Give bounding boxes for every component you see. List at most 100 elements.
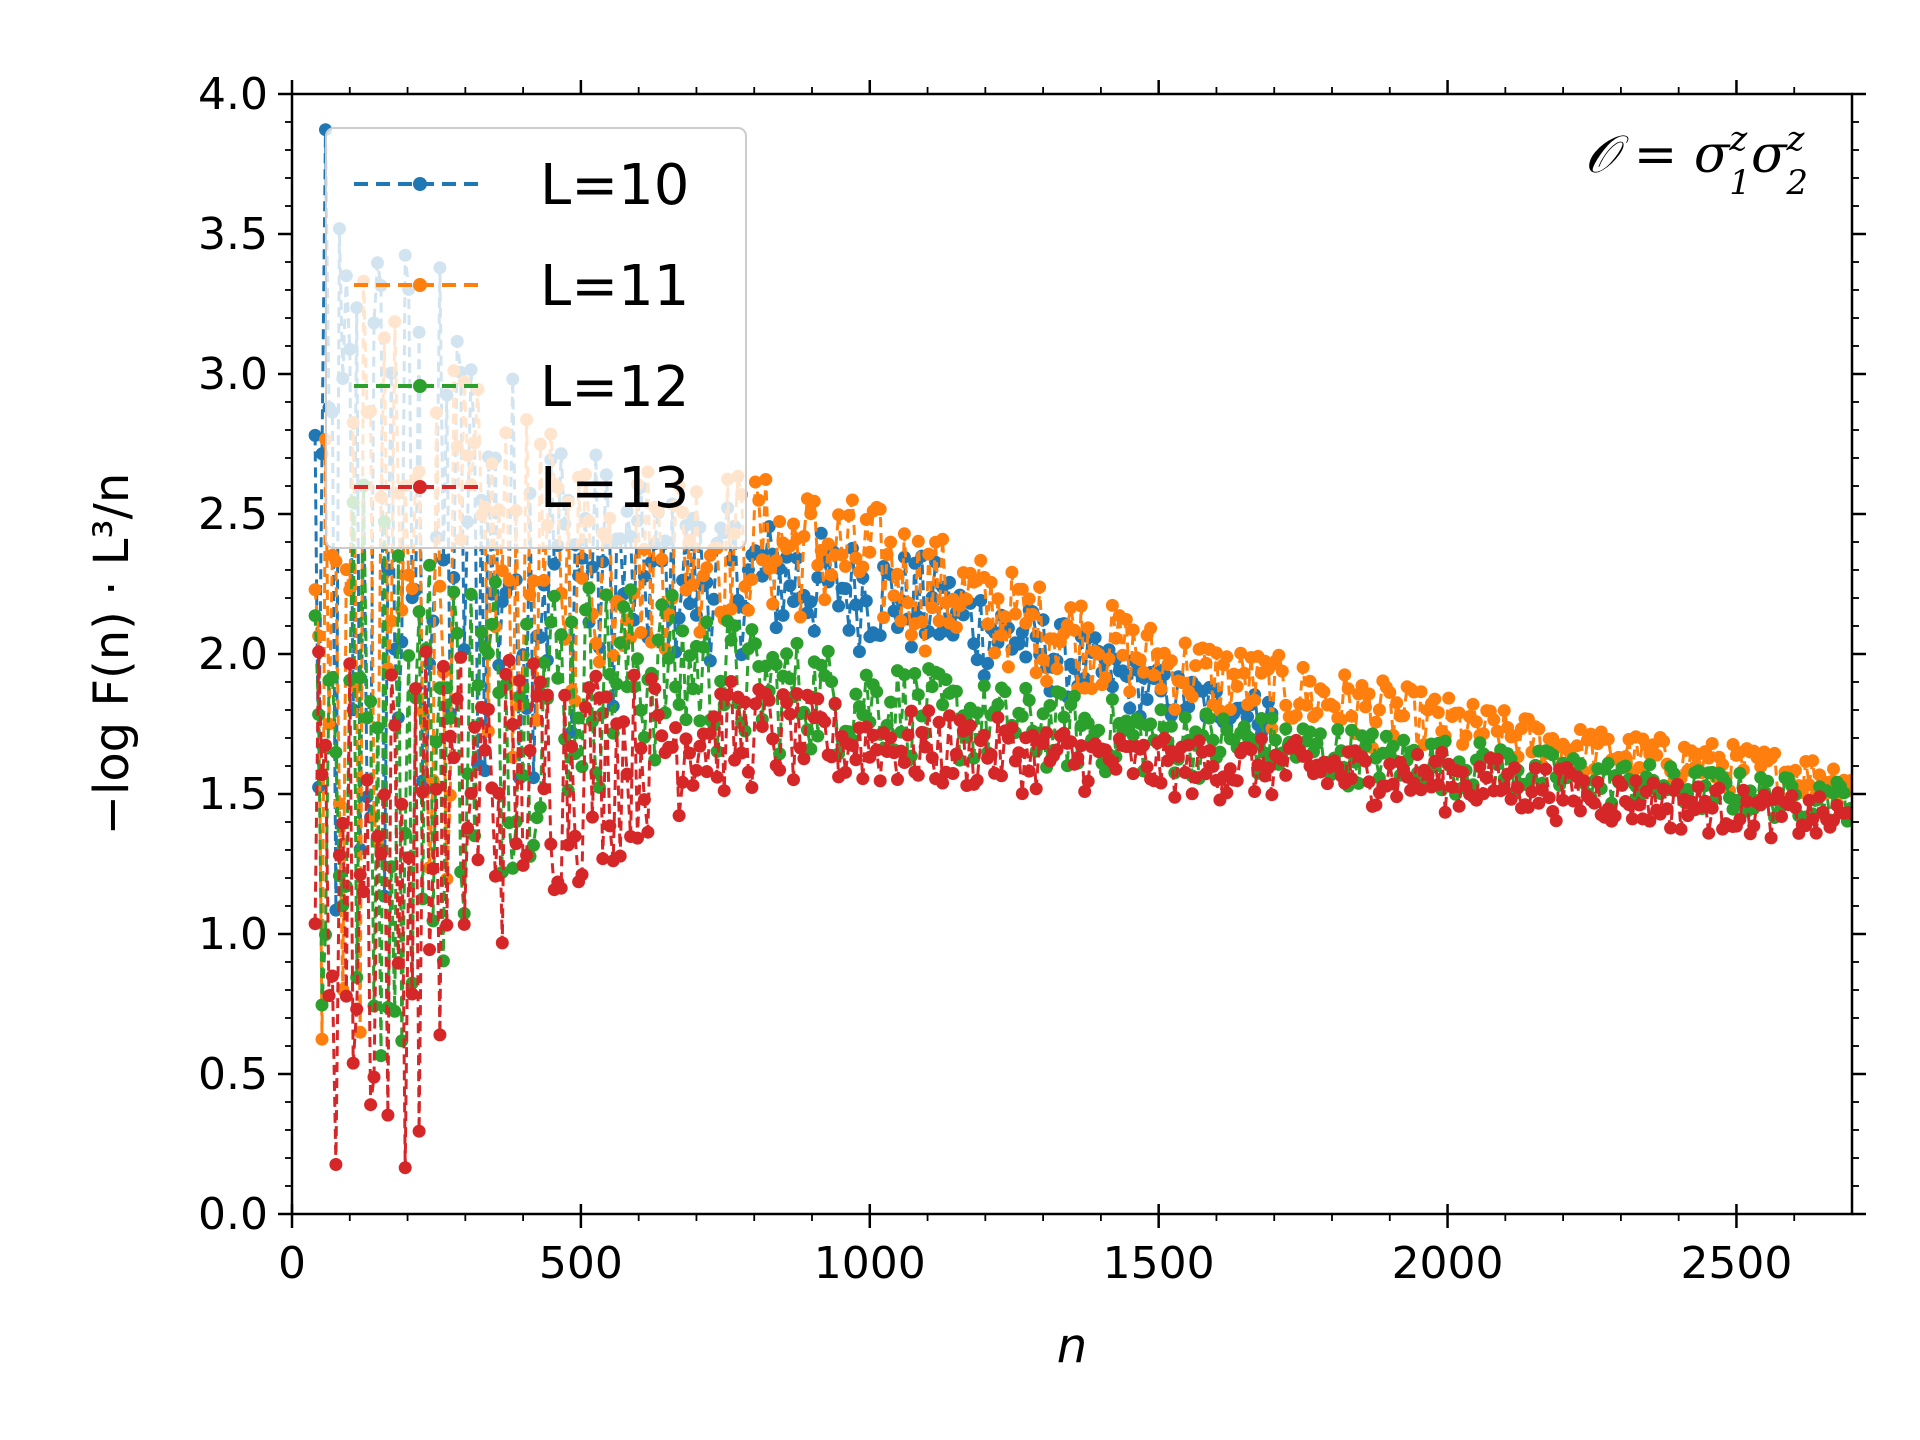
data-point <box>572 711 586 725</box>
legend-marker <box>413 278 427 292</box>
data-point <box>447 571 461 584</box>
data-point <box>1019 616 1033 630</box>
data-point <box>925 601 939 615</box>
data-point <box>1237 666 1251 680</box>
data-point <box>818 715 832 729</box>
data-point <box>1175 675 1189 689</box>
data-point <box>1691 764 1705 778</box>
data-point <box>1303 674 1317 688</box>
data-point <box>1147 668 1161 682</box>
data-point <box>897 756 911 769</box>
data-point <box>686 778 700 792</box>
data-point <box>1026 607 1040 621</box>
data-point <box>1671 777 1684 791</box>
data-point <box>949 747 963 761</box>
data-point <box>648 753 662 767</box>
data-point <box>1508 761 1522 775</box>
data-point <box>1619 750 1632 764</box>
data-point <box>523 588 537 602</box>
data-point <box>527 657 540 671</box>
data-point <box>1359 700 1372 714</box>
data-point <box>873 774 887 788</box>
data-point <box>1365 727 1379 741</box>
data-point <box>932 715 946 729</box>
data-point <box>1109 631 1123 645</box>
data-point <box>1369 798 1383 812</box>
data-point <box>1137 665 1151 679</box>
data-point <box>1154 682 1168 696</box>
data-point <box>783 672 797 686</box>
data-point <box>1785 789 1799 803</box>
data-point <box>585 560 599 574</box>
data-point <box>1813 790 1827 804</box>
data-point <box>1289 733 1303 747</box>
data-point <box>745 572 759 586</box>
data-point <box>918 644 932 658</box>
data-point <box>364 694 378 708</box>
data-point <box>946 767 960 780</box>
data-point <box>1123 685 1137 699</box>
data-point <box>1469 715 1483 729</box>
data-point <box>790 687 804 701</box>
data-point <box>901 728 915 742</box>
data-point <box>793 610 807 624</box>
data-point <box>1022 592 1036 606</box>
data-point <box>450 692 464 706</box>
data-point <box>1383 757 1397 771</box>
data-point <box>478 764 492 778</box>
data-point <box>631 652 644 666</box>
data-point <box>1119 613 1133 626</box>
data-point <box>384 860 398 874</box>
data-point <box>568 694 582 708</box>
data-point <box>1209 646 1223 660</box>
data-point <box>1074 739 1088 753</box>
data-point <box>1116 648 1130 662</box>
data-point <box>662 651 676 665</box>
data-point <box>1456 765 1470 779</box>
y-tick-label: 2.5 <box>198 489 268 540</box>
data-point <box>1296 660 1310 674</box>
data-point <box>1043 699 1057 712</box>
data-point <box>1067 689 1081 703</box>
data-point <box>1341 682 1355 696</box>
data-point <box>1012 637 1026 651</box>
data-point <box>748 637 762 651</box>
data-point <box>1452 799 1466 813</box>
data-point <box>825 675 839 689</box>
series-l-12 <box>308 478 1852 1063</box>
data-point <box>377 788 391 802</box>
data-point <box>1105 692 1119 706</box>
data-point <box>533 800 547 814</box>
data-point <box>481 724 495 738</box>
data-point <box>1549 814 1563 828</box>
data-point <box>405 582 419 596</box>
data-point <box>904 640 918 654</box>
data-point <box>1733 766 1747 780</box>
data-point <box>1643 758 1657 772</box>
data-point <box>1192 734 1206 748</box>
data-point <box>1622 798 1636 812</box>
data-point <box>735 746 748 760</box>
data-point <box>1085 682 1099 695</box>
data-point <box>703 654 717 668</box>
data-point <box>1802 793 1816 807</box>
data-point <box>672 809 686 823</box>
data-point <box>1137 738 1151 752</box>
data-point <box>1081 621 1095 635</box>
data-point <box>991 698 1005 711</box>
data-point <box>634 741 648 755</box>
data-point <box>793 741 807 755</box>
data-point <box>599 588 613 602</box>
y-axis-label: −log F(n) · L³/n <box>84 473 140 835</box>
data-point <box>1189 659 1203 673</box>
data-point <box>1300 749 1314 763</box>
data-point <box>1230 679 1244 693</box>
data-point <box>1022 764 1036 778</box>
data-points <box>308 123 1852 1175</box>
data-point <box>1664 821 1678 835</box>
data-point <box>384 668 398 682</box>
data-point <box>672 698 686 711</box>
data-point <box>634 703 648 717</box>
data-point <box>322 717 336 731</box>
data-point <box>970 706 984 720</box>
